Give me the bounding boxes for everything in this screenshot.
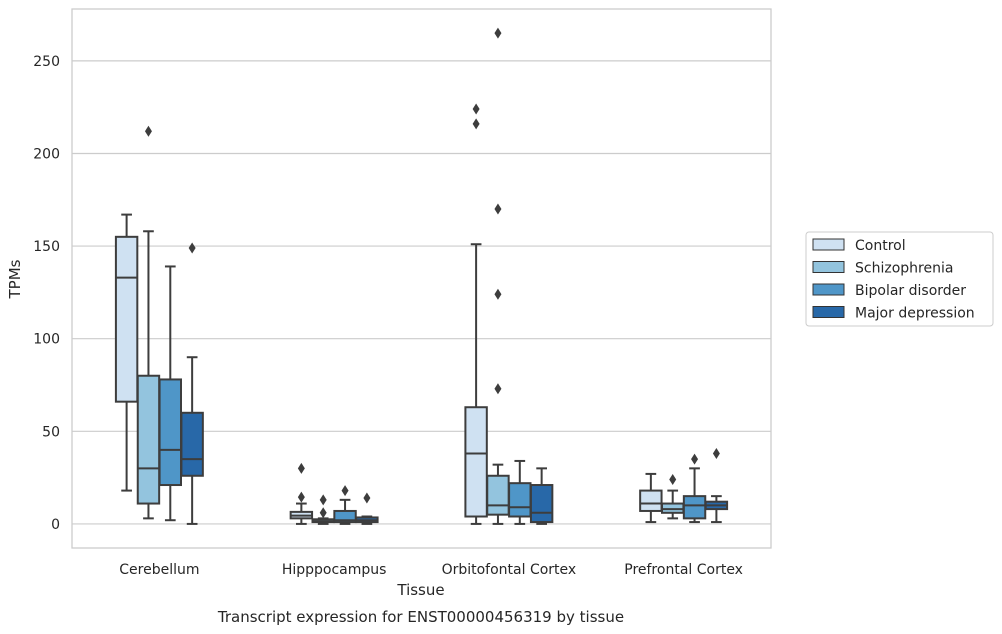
y-axis-label: TPMs xyxy=(6,259,24,299)
outlier-point xyxy=(319,507,327,519)
outlier-point xyxy=(494,288,502,300)
box-bipolar-disorder xyxy=(508,459,532,525)
box-body xyxy=(529,484,554,524)
y-tick-label: 150 xyxy=(33,239,60,255)
box-body xyxy=(486,474,510,516)
y-tick-label: 250 xyxy=(33,54,60,70)
legend-swatch xyxy=(812,261,845,273)
box-body xyxy=(639,489,663,512)
box-body xyxy=(464,406,488,518)
box-bipolar-disorder xyxy=(333,485,357,525)
x-tick-label: Orbitofontal Cortex xyxy=(442,562,577,578)
outlier-point xyxy=(494,203,502,215)
legend: Control Schizophrenia Bipolar disorder Majo… xyxy=(805,231,994,327)
outlier-point xyxy=(297,462,305,474)
box-body xyxy=(180,411,204,477)
outlier-point xyxy=(472,118,480,130)
legend-label: Schizophrenia xyxy=(855,261,953,277)
chart-title: Transcript expression for ENST0000045631… xyxy=(217,608,624,626)
plot-frame xyxy=(71,8,772,549)
box-major-depression xyxy=(180,242,204,525)
legend-swatch xyxy=(812,283,845,296)
outlier-point xyxy=(297,491,305,503)
legend-label: Bipolar disorder xyxy=(855,283,966,299)
box-control xyxy=(114,213,139,492)
box-major-depression xyxy=(529,467,554,525)
box-schizophrenia xyxy=(486,27,510,525)
box-body xyxy=(158,378,183,487)
x-axis-label: Tissue xyxy=(396,581,444,599)
y-tick-labels: 0 50 100 150 200 250 xyxy=(33,54,60,533)
x-tick-labels: Cerebellum Hipppocampus Orbitofontal Corte… xyxy=(119,562,743,578)
outlier-point xyxy=(472,103,480,115)
box-body xyxy=(682,495,707,520)
legend-label: Control xyxy=(855,238,906,254)
box-major-depression xyxy=(355,492,379,525)
box-control xyxy=(289,462,314,525)
outlier-point xyxy=(188,242,196,254)
legend-swatch xyxy=(812,238,845,251)
box-body xyxy=(136,374,161,505)
x-tick-label: Prefrontal Cortex xyxy=(624,562,743,578)
outlier-point xyxy=(494,383,502,395)
box-schizophrenia xyxy=(311,494,335,525)
outlier-point xyxy=(341,485,349,497)
outlier-point xyxy=(712,448,720,460)
outlier-point xyxy=(319,494,327,506)
x-tick-label: Cerebellum xyxy=(119,562,199,578)
box-major-depression xyxy=(704,448,729,524)
outlier-point xyxy=(669,473,677,485)
outlier-point xyxy=(691,453,699,465)
legend-frame xyxy=(805,231,994,327)
outlier-point xyxy=(144,125,152,137)
y-tick-label: 200 xyxy=(33,146,60,162)
box-body xyxy=(114,235,139,403)
box-bipolar-disorder xyxy=(158,265,183,522)
y-tick-label: 100 xyxy=(33,332,60,348)
box-schizophrenia xyxy=(136,125,161,520)
box-schizophrenia xyxy=(660,473,685,520)
box-bipolar-disorder xyxy=(682,453,707,524)
legend-label: Major depression xyxy=(855,306,975,322)
outlier-point xyxy=(494,27,502,39)
boxes xyxy=(114,27,729,525)
box-control xyxy=(639,472,663,524)
box-control xyxy=(464,103,488,525)
y-tick-label: 50 xyxy=(42,424,60,440)
box-body xyxy=(508,482,532,518)
y-tick-label: 0 xyxy=(51,517,60,533)
x-tick-label: Hipppocampus xyxy=(282,562,387,578)
outlier-point xyxy=(363,492,371,504)
legend-swatch xyxy=(812,306,845,318)
